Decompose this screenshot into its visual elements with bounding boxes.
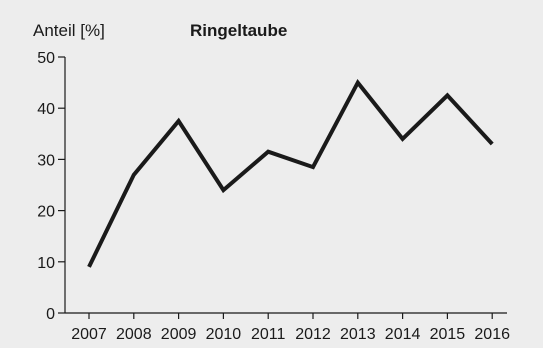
y-axis-label: Anteil [%] <box>33 21 105 40</box>
x-tick-label: 2015 <box>430 326 466 343</box>
y-tick-label: 30 <box>37 152 55 169</box>
y-tick-label: 40 <box>37 101 55 118</box>
x-tick-label: 2010 <box>206 326 242 343</box>
x-tick-label: 2014 <box>385 326 421 343</box>
series-group <box>87 78 494 268</box>
x-tick-label: 2008 <box>116 326 152 343</box>
chart-title: Ringeltaube <box>190 21 287 40</box>
x-tick-label: 2016 <box>474 326 510 343</box>
y-tick-label: 50 <box>37 50 55 67</box>
x-tick-label: 2011 <box>251 326 286 343</box>
x-tick-label: 2012 <box>295 326 331 343</box>
x-axis-ticks: 2007 2008 2009 2010 2011 2012 2013 2014 2015 2016 <box>71 313 510 343</box>
x-tick-label: 2009 <box>161 326 197 343</box>
x-tick-label: 2013 <box>340 326 376 343</box>
y-tick-label: 20 <box>37 204 55 221</box>
y-axis-ticks: 0 10 20 30 40 50 <box>37 50 65 323</box>
series-line <box>87 78 494 268</box>
x-tick-label: 2007 <box>71 326 107 343</box>
y-tick-label: 0 <box>46 306 55 323</box>
y-tick-label: 10 <box>37 255 55 272</box>
